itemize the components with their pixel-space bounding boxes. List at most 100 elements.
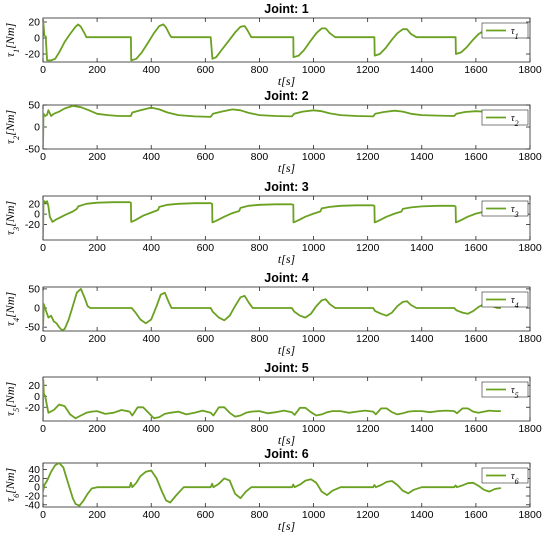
x-tick-label: 0 — [40, 423, 46, 435]
subplot-title: Joint: 4 — [264, 271, 308, 285]
y-tick-label: 0 — [34, 33, 40, 45]
x-tick-label: 600 — [197, 151, 215, 163]
x-tick-label: 1000 — [302, 509, 326, 521]
y-tick-label: 20 — [28, 17, 40, 29]
x-tick-label: 200 — [88, 423, 106, 435]
axes-box — [42, 462, 531, 508]
x-tick-label: 1200 — [356, 64, 380, 76]
series-line — [43, 463, 502, 507]
subplot-title: Joint: 3 — [264, 180, 308, 194]
y-axis-label: τ6[Nm] — [3, 468, 21, 503]
x-tick-label: 400 — [142, 151, 160, 163]
x-tick-label: 400 — [142, 242, 160, 254]
y-tick-label: 0 — [34, 122, 40, 134]
x-tick-label: 0 — [40, 242, 46, 254]
x-tick-label: 800 — [251, 242, 269, 254]
x-tick-label: 1600 — [464, 423, 488, 435]
x-tick-label: 800 — [251, 509, 269, 521]
y-tick-label: -20 — [25, 402, 40, 414]
x-tick-label: 1200 — [356, 509, 380, 521]
legend-label: τ3 — [511, 204, 519, 219]
x-tick-label: 1600 — [464, 242, 488, 254]
y-axis-label: τ5[Nm] — [3, 382, 21, 417]
axes-box — [42, 17, 531, 63]
x-tick-label: 1800 — [518, 151, 542, 163]
x-tick-label: 1200 — [356, 423, 380, 435]
x-tick-label: 1400 — [410, 509, 434, 521]
y-axis-label: τ1[Nm] — [3, 23, 21, 58]
y-axis-label: τ3[Nm] — [3, 201, 21, 236]
x-tick-label: 200 — [88, 509, 106, 521]
x-axis-label: t[s] — [278, 433, 296, 447]
subplot-joint-1: Joint: 10 200 400 600 800 1000 1200 1400 1600 180… — [3, 2, 542, 88]
x-tick-label: 1800 — [518, 242, 542, 254]
y-tick-label: -20 — [25, 491, 40, 503]
legend-label: τ1 — [511, 26, 519, 41]
series-line — [43, 378, 502, 421]
y-tick-label: -20 — [25, 49, 40, 61]
x-tick-label: 1000 — [302, 333, 326, 345]
x-tick-label: 1400 — [410, 242, 434, 254]
subplot-joint-3: Joint: 30 200 400 600 800 1000 1200 1400 1600 180… — [3, 180, 542, 266]
axes-box — [42, 195, 531, 241]
x-tick-label: 1800 — [518, 333, 542, 345]
y-tick-label: 20 — [28, 473, 40, 485]
x-tick-label: 0 — [40, 509, 46, 521]
y-tick-label: -50 — [25, 322, 40, 334]
x-tick-label: 400 — [142, 64, 160, 76]
x-tick-label: 800 — [251, 333, 269, 345]
subplot-joint-4: Joint: 4 0 200 400 600 800 1000 1200 1400 1600 180… — [3, 271, 542, 357]
x-tick-label: 400 — [142, 333, 160, 345]
subplot-joint-5: Joint: 5 0 200 400 600 800 1000 1200 1400 1600 180… — [3, 361, 542, 447]
x-tick-label: 400 — [142, 423, 160, 435]
y-tick-label: -20 — [25, 219, 40, 231]
x-tick-label: 600 — [197, 423, 215, 435]
y-tick-label: 50 — [28, 100, 40, 112]
x-tick-label: 0 — [40, 151, 46, 163]
x-tick-label: 1400 — [410, 423, 434, 435]
x-tick-label: 0 — [40, 64, 46, 76]
x-tick-label: 1600 — [464, 151, 488, 163]
x-tick-label: 1800 — [518, 423, 542, 435]
x-tick-label: 600 — [197, 242, 215, 254]
series-line — [43, 18, 502, 62]
subplot-joint-2: Joint: 2 0 200 400 600 800 1000 1200 1400 1600 180… — [3, 89, 542, 175]
subplot-title: Joint: 6 — [264, 447, 308, 461]
legend-label: τ5 — [511, 385, 519, 400]
series-line — [43, 287, 502, 331]
x-tick-label: 1800 — [518, 64, 542, 76]
y-tick-label: -50 — [25, 144, 40, 156]
x-tick-label: 600 — [197, 333, 215, 345]
y-axis-label: τ2[Nm] — [3, 110, 21, 145]
x-tick-label: 800 — [251, 423, 269, 435]
x-tick-label: 1400 — [410, 64, 434, 76]
axes-box — [42, 104, 531, 150]
x-tick-label: 1400 — [410, 151, 434, 163]
x-tick-label: 1600 — [464, 64, 488, 76]
y-tick-label: 0 — [34, 482, 40, 494]
x-tick-label: 1200 — [356, 333, 380, 345]
x-tick-label: 800 — [251, 151, 269, 163]
legend-label: τ6 — [511, 471, 519, 486]
x-tick-label: 1000 — [302, 242, 326, 254]
x-axis-label: t[s] — [278, 161, 296, 175]
series-line — [43, 200, 502, 239]
y-tick-label: 0 — [34, 209, 40, 221]
legend-label: τ4 — [511, 295, 519, 310]
x-tick-label: 200 — [88, 64, 106, 76]
subplot-title: Joint: 5 — [264, 361, 308, 375]
x-tick-label: 1200 — [356, 242, 380, 254]
subplot-title: Joint: 2 — [264, 89, 308, 103]
x-tick-label: 1400 — [410, 333, 434, 345]
x-tick-label: 1000 — [302, 423, 326, 435]
y-tick-label: 20 — [28, 380, 40, 392]
y-tick-label: 40 — [28, 464, 40, 476]
x-tick-label: 1000 — [302, 151, 326, 163]
x-tick-label: 800 — [251, 64, 269, 76]
x-tick-label: 600 — [197, 509, 215, 521]
x-tick-label: 0 — [40, 333, 46, 345]
x-tick-label: 1600 — [464, 509, 488, 521]
x-tick-label: 200 — [88, 151, 106, 163]
x-tick-label: 400 — [142, 509, 160, 521]
